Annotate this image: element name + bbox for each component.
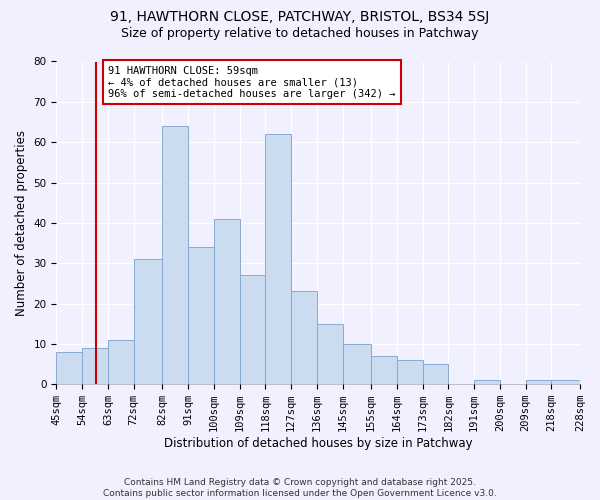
- Y-axis label: Number of detached properties: Number of detached properties: [15, 130, 28, 316]
- Bar: [291, 292, 317, 384]
- Bar: [214, 219, 239, 384]
- Bar: [317, 324, 343, 384]
- Text: Size of property relative to detached houses in Patchway: Size of property relative to detached ho…: [121, 28, 479, 40]
- Bar: [397, 360, 422, 384]
- Text: 91 HAWTHORN CLOSE: 59sqm
← 4% of detached houses are smaller (13)
96% of semi-de: 91 HAWTHORN CLOSE: 59sqm ← 4% of detache…: [108, 66, 395, 98]
- Bar: [108, 340, 134, 384]
- Bar: [526, 380, 551, 384]
- Bar: [551, 380, 580, 384]
- X-axis label: Distribution of detached houses by size in Patchway: Distribution of detached houses by size …: [164, 437, 473, 450]
- Bar: [422, 364, 448, 384]
- Bar: [343, 344, 371, 384]
- Bar: [56, 352, 82, 384]
- Bar: [134, 259, 162, 384]
- Bar: [265, 134, 291, 384]
- Bar: [162, 126, 188, 384]
- Bar: [188, 247, 214, 384]
- Bar: [371, 356, 397, 384]
- Bar: [474, 380, 500, 384]
- Text: 91, HAWTHORN CLOSE, PATCHWAY, BRISTOL, BS34 5SJ: 91, HAWTHORN CLOSE, PATCHWAY, BRISTOL, B…: [110, 10, 490, 24]
- Text: Contains HM Land Registry data © Crown copyright and database right 2025.
Contai: Contains HM Land Registry data © Crown c…: [103, 478, 497, 498]
- Bar: [82, 348, 108, 384]
- Bar: [239, 276, 265, 384]
